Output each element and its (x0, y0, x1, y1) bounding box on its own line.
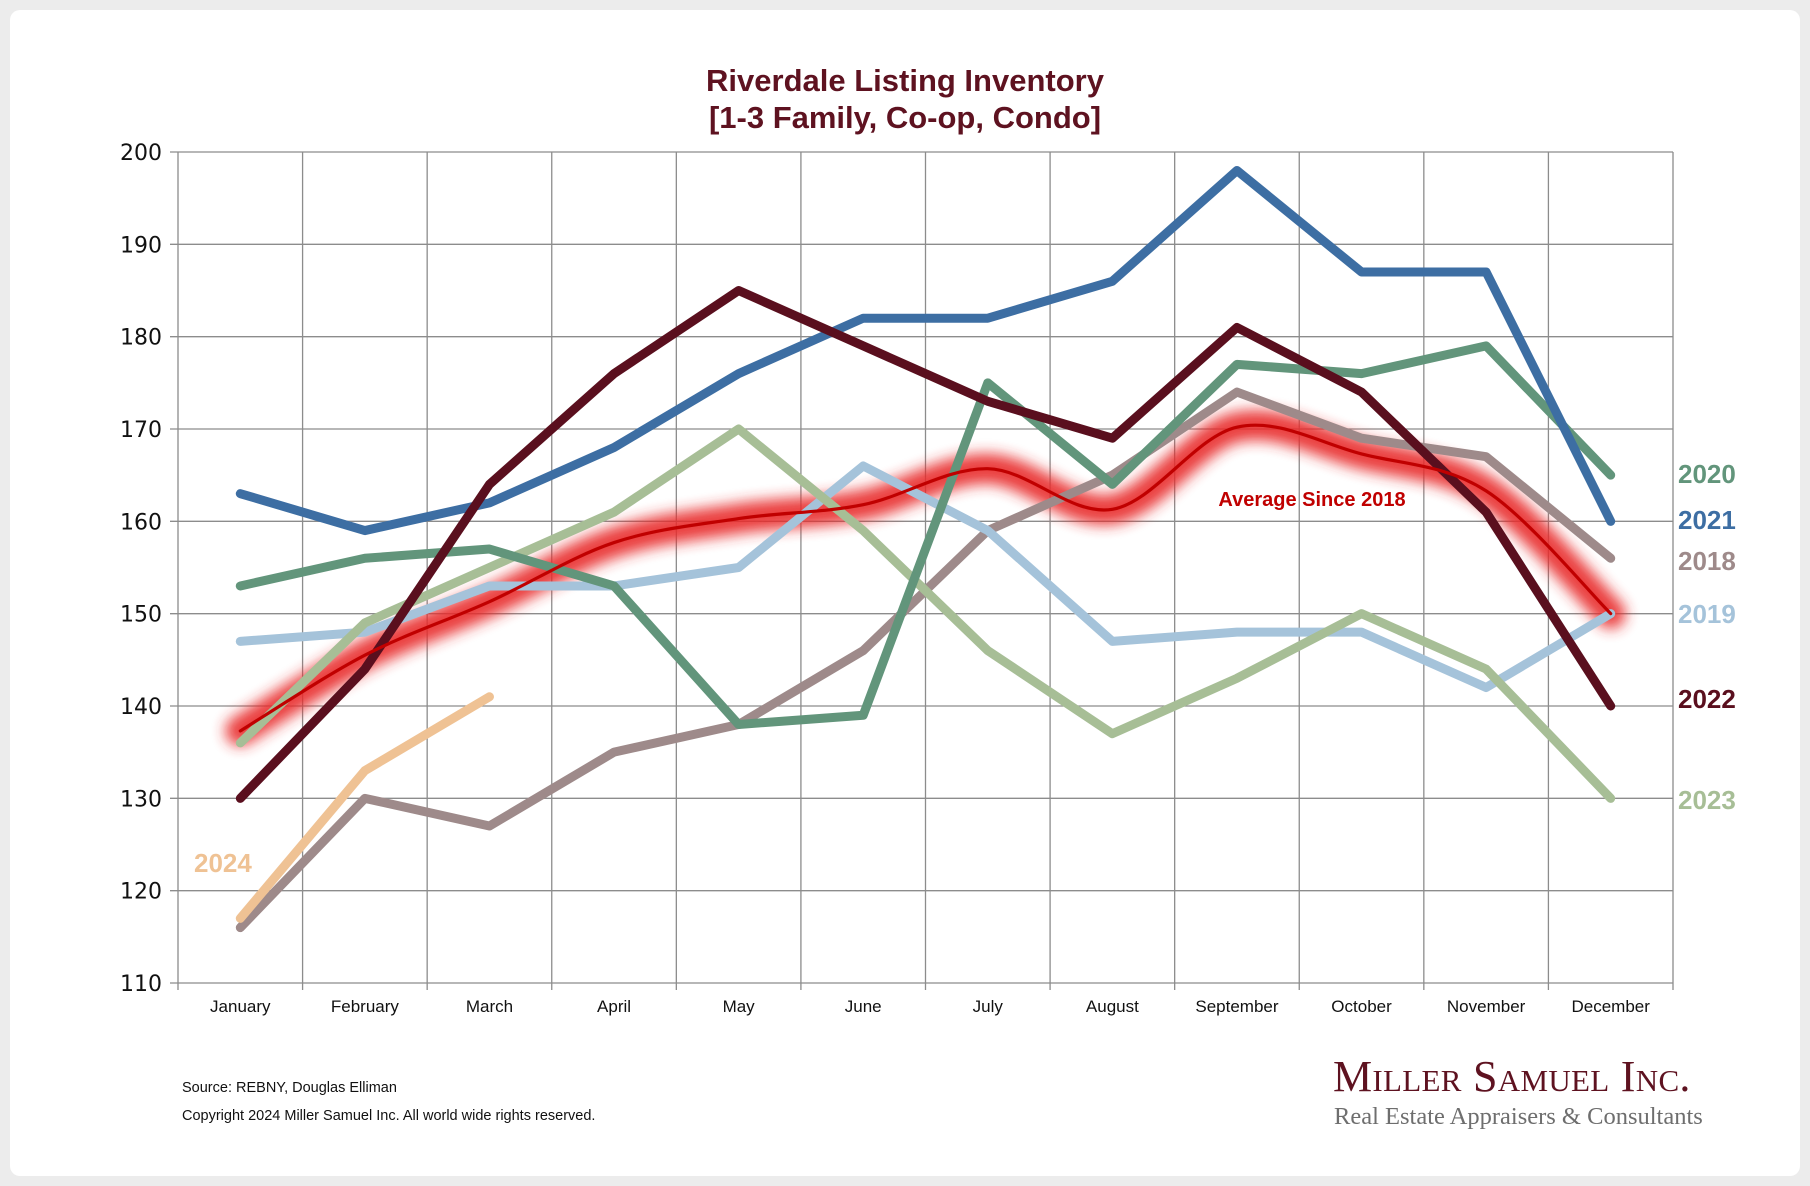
series-label-2024: 2024 (194, 848, 252, 878)
y-tick-label: 130 (120, 787, 162, 812)
x-tick-label: May (723, 997, 756, 1016)
y-tick-label: 110 (120, 972, 162, 997)
x-tick-label: June (845, 997, 882, 1016)
series-line-2023 (235, 424, 1616, 803)
chart-subtitle: [1-3 Family, Co-op, Condo] (708, 100, 1102, 135)
y-tick-label: 120 (120, 880, 162, 905)
x-tick-label: January (210, 997, 271, 1016)
x-tick-label: August (1086, 997, 1139, 1016)
x-tick-label: November (1447, 997, 1526, 1016)
x-tick-label: July (973, 997, 1004, 1016)
average-line-group (238, 423, 1613, 733)
series-label-2021: 2021 (1678, 505, 1736, 535)
series-line-2020 (235, 341, 1616, 729)
copyright-note: Copyright 2024 Miller Samuel Inc. All wo… (182, 1108, 596, 1124)
company-logo: Miller Samuel Inc. (1333, 1052, 1691, 1101)
y-tick-label: 140 (120, 695, 162, 720)
series-lines (235, 165, 1616, 933)
source-note: Source: REBNY, Douglas Elliman (182, 1080, 397, 1096)
x-tick-label: December (1571, 997, 1650, 1016)
series-line-2019 (235, 461, 1616, 693)
y-tick-label: 150 (120, 603, 162, 628)
chart-title: Riverdale Listing Inventory (706, 63, 1104, 98)
grid: 110 120 130 140 150 160 170 180 190 200 January Feb… (120, 141, 1674, 1016)
series-line-2022 (235, 286, 1616, 803)
x-tick-label: October (1331, 997, 1392, 1016)
series-label-2020: 2020 (1678, 459, 1736, 489)
y-tick-label: 190 (120, 233, 162, 258)
y-tick-label: 200 (120, 141, 162, 166)
series-label-2018: 2018 (1678, 546, 1736, 576)
company-tagline: Real Estate Appraisers & Consultants (1334, 1103, 1703, 1130)
x-tick-label: September (1195, 997, 1278, 1016)
y-tick-label: 180 (120, 326, 162, 351)
y-tick-label: 170 (120, 418, 162, 443)
series-label-2019: 2019 (1678, 599, 1736, 629)
x-tick-label: March (466, 997, 513, 1016)
y-tick-label: 160 (120, 510, 162, 535)
average-label: Average Since 2018 (1218, 489, 1405, 511)
x-tick-label: February (331, 997, 400, 1016)
x-tick-label: April (597, 997, 631, 1016)
labels: Average Since 2018 2020 2021 2018 2019 2022 20… (194, 459, 1736, 878)
series-label-2022: 2022 (1678, 684, 1736, 714)
average-line (238, 423, 1613, 733)
series-label-2023: 2023 (1678, 785, 1736, 815)
series-line-2024 (235, 692, 494, 923)
